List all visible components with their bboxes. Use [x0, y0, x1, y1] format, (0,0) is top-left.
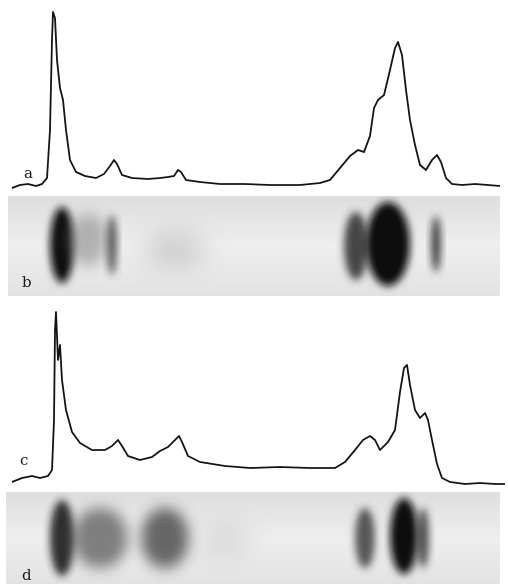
panel-label-c: c	[20, 451, 28, 469]
band-b-origin-trail	[68, 214, 108, 266]
bands-d	[50, 498, 429, 576]
band-b-right	[431, 216, 441, 272]
band-d-smear-1	[72, 508, 128, 568]
band-d-origin	[50, 500, 74, 576]
band-b-main	[366, 202, 410, 286]
panel-label-d: d	[22, 566, 32, 584]
band-d-faint	[199, 524, 251, 556]
panel-label-b: b	[22, 273, 32, 291]
trace-c	[11, 311, 505, 485]
panel-b: b	[8, 196, 500, 296]
band-b-main-left	[344, 212, 368, 280]
bands-b	[50, 202, 441, 286]
band-b-origin	[50, 207, 74, 283]
panel-a: a	[11, 11, 501, 189]
band-d-right	[417, 508, 429, 568]
band-d-smear-2	[141, 508, 189, 568]
band-b-2	[107, 215, 117, 275]
panel-d: d	[6, 492, 500, 584]
panel-c: c	[11, 311, 505, 485]
band-d-main	[390, 498, 418, 574]
band-d-main-left	[355, 508, 375, 568]
trace-a	[11, 11, 501, 189]
band-b-faint	[145, 232, 205, 268]
panel-label-a: a	[24, 164, 33, 182]
